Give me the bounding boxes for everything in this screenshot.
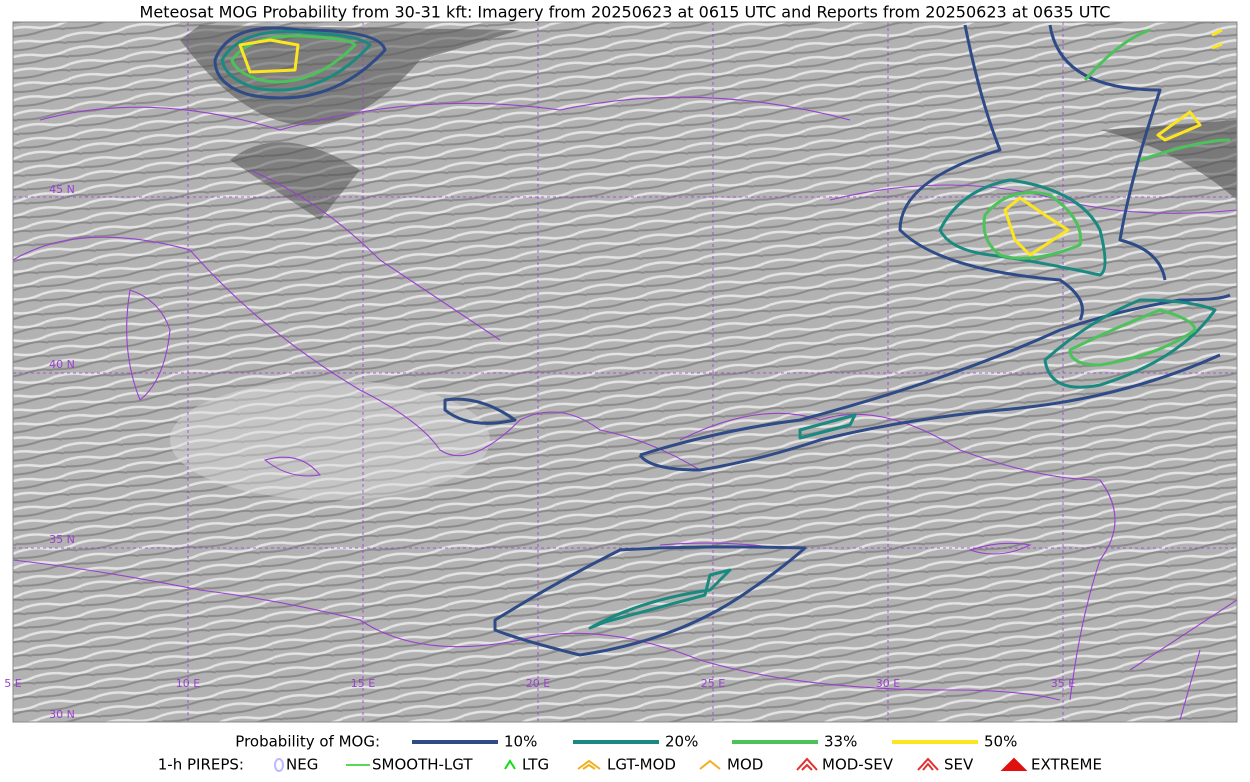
legend-label: 50%	[984, 733, 1017, 751]
latitude-label: 35 N	[49, 533, 75, 546]
legend-icon	[917, 757, 939, 771]
legend-label: NEG	[286, 756, 318, 774]
longitude-label: 15 E	[351, 677, 375, 690]
contour-20	[938, 178, 1107, 277]
legend-title: Probability of MOG:	[235, 733, 380, 751]
contour-33	[1083, 28, 1231, 162]
legend-icon	[796, 757, 818, 771]
legend-icon	[1000, 757, 1028, 771]
satellite-image	[13, 22, 1237, 722]
legend-label: LGT-MOD	[607, 756, 676, 774]
contour-20	[798, 413, 857, 440]
contour-33	[1068, 308, 1197, 367]
contour-10	[493, 545, 807, 657]
legend-icon	[504, 759, 516, 770]
graticule-labels: 5 E 10 E 15 E 20 E 25 E 30 E 35 E 45 N 40 N 35 N 3…	[4, 183, 1075, 721]
latitude-label: 40 N	[49, 358, 75, 371]
longitude-label: 5 E	[4, 677, 21, 690]
legend-label: MOD	[727, 756, 763, 774]
legend-icon	[274, 758, 284, 772]
legend: Probability of MOG: 1-h PIREPS: 10% 20% 33…	[158, 733, 1102, 774]
legend-icon	[577, 759, 601, 770]
legend-label: EXTREME	[1031, 756, 1102, 774]
legend-label: SEV	[944, 756, 974, 774]
longitude-label: 25 E	[701, 677, 725, 690]
contour-50	[238, 38, 300, 74]
legend-label: MOD-SEV	[822, 756, 894, 774]
latitude-label: 45 N	[49, 183, 75, 196]
legend-label: 10%	[504, 733, 537, 751]
legend-label: 33%	[824, 733, 857, 751]
legend-label: LTG	[522, 756, 549, 774]
contour-10	[898, 24, 1167, 321]
contour-10	[213, 26, 387, 100]
contour-10	[443, 397, 517, 425]
map-title: Meteosat MOG Probability from 30-31 kft:…	[140, 3, 1111, 22]
longitude-label: 35 E	[1051, 677, 1075, 690]
contour-33	[982, 191, 1083, 260]
contour-20	[220, 30, 372, 92]
legend-label: 20%	[665, 733, 698, 751]
longitude-label: 10 E	[176, 677, 200, 690]
contour-33	[230, 34, 357, 84]
legend-label: SMOOTH-LGT	[372, 756, 473, 774]
contour-20	[588, 568, 732, 630]
contour-50	[1003, 196, 1070, 257]
legend-icon	[699, 759, 721, 770]
latitude-label: 30 N	[49, 708, 75, 721]
longitude-label: 20 E	[526, 677, 550, 690]
contour-10	[638, 293, 1231, 472]
contour-20	[1043, 298, 1217, 389]
map-frame	[12, 21, 1238, 723]
graticule	[13, 22, 1237, 722]
legend-title: 1-h PIREPS:	[158, 756, 244, 774]
longitude-label: 30 E	[876, 677, 900, 690]
contour-50	[1156, 28, 1223, 142]
